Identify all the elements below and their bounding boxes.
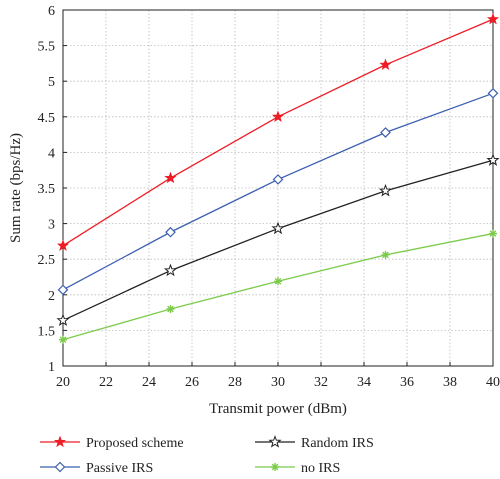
y-axis-label: Sum rate (bps/Hz) [8, 133, 24, 243]
y-tick-label: 5.5 [38, 40, 56, 55]
x-tick-label: 30 [271, 375, 285, 390]
x-tick-label: 36 [400, 375, 414, 390]
data-point-proposed-scheme [56, 239, 70, 251]
legend: Proposed scheme Random IRS Passive IRS no I… [40, 435, 374, 476]
data-point-passive-irs [380, 127, 391, 138]
legend-item-proposed-scheme: Proposed scheme [40, 435, 184, 451]
legend-marker-proposed-scheme [53, 435, 67, 448]
y-tick-label: 3.5 [38, 182, 56, 197]
data-point-passive-irs [57, 284, 69, 296]
data-point-random-irs [163, 263, 178, 277]
legend-label: Passive IRS [86, 461, 153, 476]
data-point-random-irs [56, 313, 70, 327]
series-random-irs [56, 153, 500, 327]
data-point-random-irs [486, 153, 500, 166]
data-point-proposed-scheme [164, 171, 177, 184]
data-point-passive-irs [165, 226, 176, 238]
y-tick-label: 5 [48, 75, 55, 90]
series-proposed-scheme [56, 12, 500, 251]
y-tick-label: 6 [48, 4, 55, 19]
y-tick-label: 1 [48, 360, 55, 375]
y-tick-label: 2 [48, 289, 55, 304]
legend-label: Proposed scheme [86, 436, 184, 451]
x-tick-label: 22 [99, 375, 113, 390]
y-tick-label: 3 [48, 218, 55, 233]
data-point-no-irs [381, 250, 390, 259]
y-tick-label: 4.5 [38, 111, 56, 126]
legend-item-no-irs: no IRS [255, 461, 340, 476]
y-tick-labels: 1 1.5 2 2.5 3 3.5 4 4.5 5 5.5 6 [38, 4, 67, 375]
y-tick-label: 2.5 [38, 253, 56, 268]
data-point-no-irs [274, 277, 282, 286]
legend-marker-random-irs [268, 435, 282, 448]
x-tick-label: 26 [185, 375, 199, 390]
x-tick-label: 38 [443, 375, 457, 390]
data-point-proposed-scheme [379, 58, 392, 70]
data-point-proposed-scheme [271, 110, 285, 122]
legend-item-passive-irs: Passive IRS [40, 461, 153, 476]
legend-marker-no-irs [271, 463, 279, 471]
data-point-no-irs [166, 305, 175, 314]
y-tick-label: 1.5 [38, 324, 56, 339]
x-tick-label: 28 [228, 375, 242, 390]
x-axis-label: Transmit power (dBm) [209, 401, 347, 417]
legend-label: Random IRS [301, 436, 374, 451]
x-tick-label: 40 [486, 375, 500, 390]
data-point-proposed-scheme [486, 12, 500, 25]
x-tick-labels: 20 22 24 26 28 30 32 34 36 38 40 [56, 362, 500, 390]
x-tick-label: 20 [56, 375, 70, 390]
data-point-random-irs [378, 183, 393, 197]
data-point-passive-irs [487, 87, 499, 99]
x-tick-label: 34 [357, 375, 371, 390]
y-tick-label: 4 [48, 146, 55, 161]
legend-item-random-irs: Random IRS [255, 435, 374, 451]
legend-label: no IRS [301, 461, 340, 476]
data-point-no-irs [59, 335, 67, 344]
x-tick-label: 24 [142, 375, 156, 390]
data-point-random-irs [271, 221, 285, 235]
series-group [56, 12, 500, 344]
series-passive-irs [57, 87, 499, 296]
legend-marker-passive-irs [54, 461, 66, 473]
data-point-no-irs [489, 229, 497, 238]
x-tick-label: 32 [314, 375, 328, 390]
series-no-irs [59, 229, 497, 344]
data-point-passive-irs [272, 174, 284, 185]
